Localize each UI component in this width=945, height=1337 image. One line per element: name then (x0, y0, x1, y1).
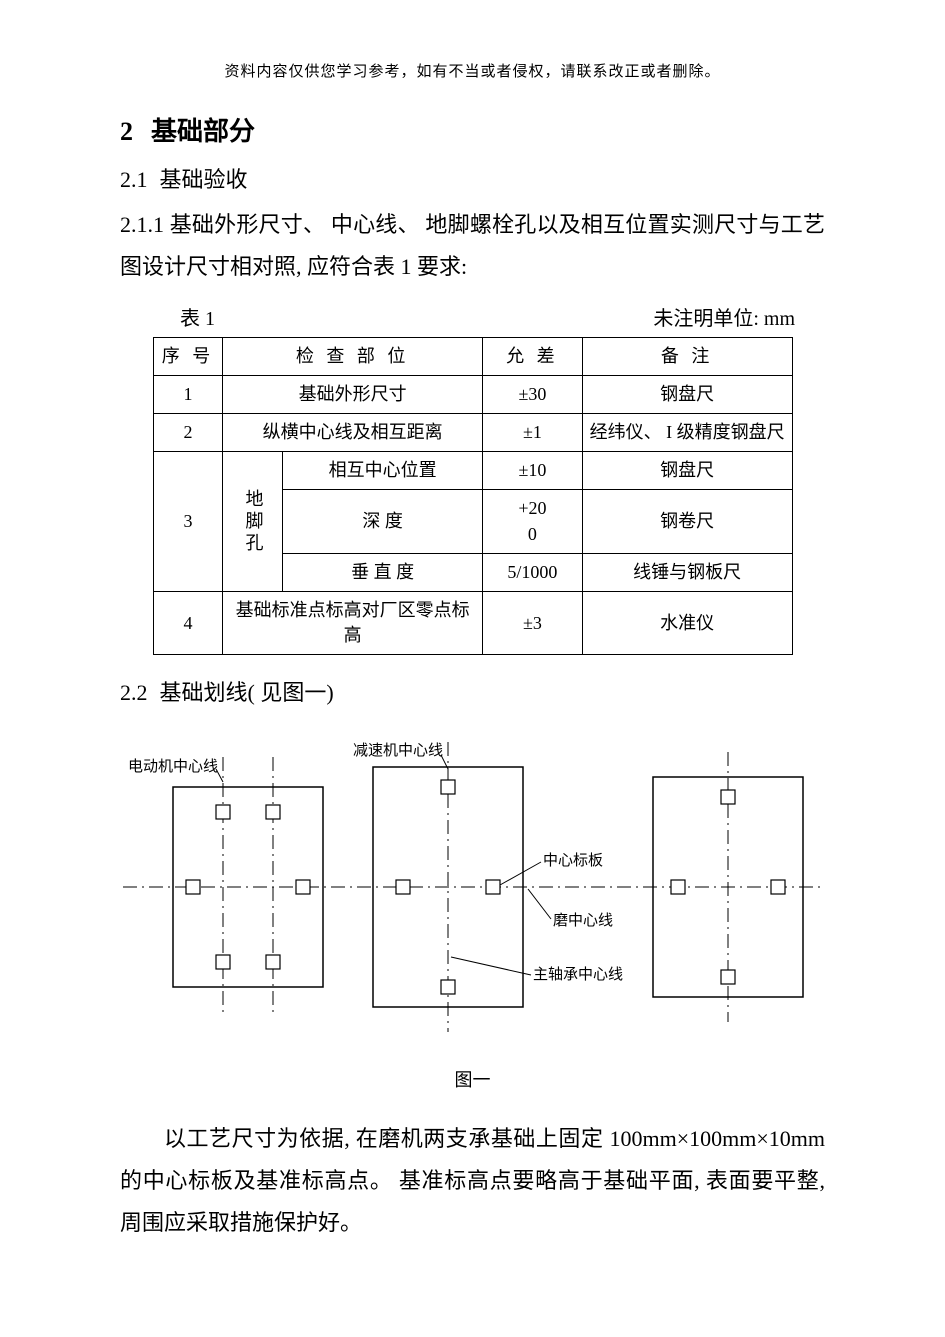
cell-no: 4 (153, 591, 223, 654)
figure-1-svg: 电动机中心线 减速机中心线中心标板磨中心线主轴承中心线 (123, 727, 823, 1047)
cell-part: 基础外形尺寸 (223, 375, 483, 413)
section-2-2-title: 基础划线( 见图一) (160, 680, 334, 705)
table-1-label: 表 1 (180, 302, 215, 331)
table-row: 3地脚孔相互中心位置±10钢盘尺 (153, 452, 792, 490)
cell-note: 水准仪 (582, 591, 792, 654)
cell-part: 垂 直 度 (283, 553, 483, 591)
table-row: 1基础外形尺寸±30钢盘尺 (153, 375, 792, 413)
svg-text:磨中心线: 磨中心线 (553, 912, 613, 929)
cell-tolerance: ±3 (482, 591, 582, 654)
cell-note: 经纬仪、 I 级精度钢盘尺 (582, 413, 792, 451)
paragraph-2-2-body: 以工艺尺寸为依据, 在磨机两支承基础上固定 100mm×100mm×10mm 的… (120, 1118, 825, 1243)
cell-tolerance: +20 0 (482, 490, 582, 553)
header-disclaimer: 资料内容仅供您学习参考，如有不当或者侵权，请联系改正或者删除。 (120, 60, 825, 81)
figure-1: 电动机中心线 减速机中心线中心标板磨中心线主轴承中心线 图一 (123, 727, 823, 1092)
table-1-header-cell: 备 注 (582, 337, 792, 375)
cell-part: 基础标准点标高对厂区零点标高 (223, 591, 483, 654)
section-2-2-number: 2.2 (120, 680, 148, 705)
table-row: 2纵横中心线及相互距离±1经纬仪、 I 级精度钢盘尺 (153, 413, 792, 451)
cell-no: 3 (153, 452, 223, 592)
cell-no: 1 (153, 375, 223, 413)
section-2-1-number: 2.1 (120, 167, 148, 192)
cell-tolerance: ±1 (482, 413, 582, 451)
section-2-2-heading: 2.2 基础划线( 见图一) (120, 675, 825, 707)
figure-1-caption: 图一 (123, 1066, 823, 1092)
table-1-header-cell: 允 差 (482, 337, 582, 375)
cell-part: 纵横中心线及相互距离 (223, 413, 483, 451)
cell-no: 2 (153, 413, 223, 451)
section-2-heading: 2 基础部分 (120, 111, 825, 148)
table-1-body: 1基础外形尺寸±30钢盘尺2纵横中心线及相互距离±1经纬仪、 I 级精度钢盘尺3… (153, 375, 792, 655)
paragraph-2-1-1: 2.1.1 基础外形尺寸、 中心线、 地脚螺栓孔以及相互位置实测尺寸与工艺图设计… (120, 204, 825, 288)
cell-note: 钢盘尺 (582, 375, 792, 413)
section-2-1-title: 基础验收 (160, 167, 248, 192)
svg-text:主轴承中心线: 主轴承中心线 (533, 966, 623, 983)
table-row: 4基础标准点标高对厂区零点标高±3水准仪 (153, 591, 792, 654)
document-page: 资料内容仅供您学习参考，如有不当或者侵权，请联系改正或者删除。 2 基础部分 2.… (0, 0, 945, 1330)
section-2-1-heading: 2.1 基础验收 (120, 162, 825, 194)
cell-tolerance: 5/1000 (482, 553, 582, 591)
cell-note: 钢盘尺 (582, 452, 792, 490)
section-2-number: 2 (120, 117, 133, 146)
table-1-header-cell: 检 查 部 位 (223, 337, 483, 375)
table-1-header-cell: 序 号 (153, 337, 223, 375)
table-1-unit-note: 未注明单位: mm (653, 302, 795, 331)
cell-part: 深 度 (283, 490, 483, 553)
cell-group: 地脚孔 (223, 452, 283, 592)
cell-note: 线锤与钢板尺 (582, 553, 792, 591)
section-2-title: 基础部分 (151, 116, 255, 146)
svg-text:中心标板: 中心标板 (543, 851, 603, 869)
cell-part: 相互中心位置 (283, 452, 483, 490)
svg-text:减速机中心线: 减速机中心线 (353, 742, 443, 759)
svg-text:电动机中心线: 电动机中心线 (128, 758, 218, 775)
cell-note: 钢卷尺 (582, 490, 792, 553)
table-1: 序 号检 查 部 位允 差备 注 1基础外形尺寸±30钢盘尺2纵横中心线及相互距… (153, 337, 793, 656)
table-1-caption: 表 1 未注明单位: mm (180, 302, 795, 331)
table-1-header-row: 序 号检 查 部 位允 差备 注 (153, 337, 792, 375)
cell-tolerance: ±10 (482, 452, 582, 490)
cell-tolerance: ±30 (482, 375, 582, 413)
